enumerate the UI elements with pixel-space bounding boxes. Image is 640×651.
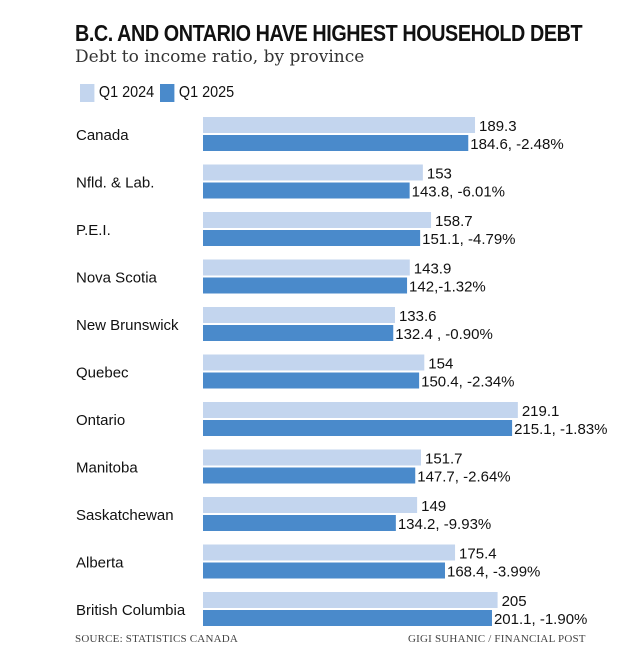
data-label: 147.7, -2.64% (417, 469, 510, 486)
data-label: 154 (428, 356, 453, 373)
bar (203, 610, 492, 626)
bar (203, 230, 421, 246)
data-label: 134.2, -9.93% (398, 516, 491, 533)
bar (203, 515, 396, 531)
data-label: 133.6 (399, 308, 437, 325)
legend-item-q1-2024: Q1 2024 (80, 84, 154, 102)
credit-note: GIGI SUHANIC / FINANCIAL POST (408, 633, 586, 645)
category-label: Ontario (76, 412, 125, 429)
bar (203, 592, 498, 608)
data-label: 151.1, -4.79% (422, 231, 515, 248)
bar (203, 164, 423, 181)
bar (203, 135, 469, 151)
data-label: 215.1, -1.83% (514, 421, 607, 438)
data-label: 201.1, -1.90% (494, 611, 587, 628)
bar (203, 259, 410, 276)
category-label: Canada (76, 127, 129, 144)
data-label: 205 (502, 593, 527, 610)
source-note: SOURCE: STATISTICS CANADA (75, 633, 239, 645)
data-label: 219.1 (522, 403, 560, 420)
chart-subtitle: Debt to income ratio, by province (75, 47, 365, 67)
legend-item-q1-2025: Q1 2025 (160, 84, 234, 102)
category-label: Nova Scotia (76, 270, 158, 287)
category-label: Nfld. & Lab. (76, 175, 154, 192)
data-label: 175.4 (459, 546, 497, 563)
data-label: 142,-1.32% (409, 279, 486, 296)
data-label: 189.3 (479, 118, 517, 135)
bar (203, 182, 410, 199)
legend-label: Q1 2024 (98, 84, 155, 101)
data-label: 184.6, -2.48% (470, 136, 563, 153)
legend-label: Q1 2025 (178, 84, 235, 101)
bar (203, 497, 418, 513)
data-label: 153 (427, 166, 452, 183)
legend-swatch (80, 84, 95, 102)
category-label: Saskatchewan (76, 507, 174, 524)
bar (203, 402, 518, 418)
bar (203, 467, 416, 484)
data-label: 168.4, -3.99% (447, 564, 540, 581)
bar (203, 117, 476, 133)
bar (203, 277, 408, 294)
data-label: 151.7 (425, 451, 463, 468)
data-label: 158.7 (435, 213, 473, 230)
bar (203, 325, 394, 341)
bar (203, 449, 421, 466)
bar (203, 544, 456, 561)
bar (203, 420, 513, 436)
bar (203, 354, 425, 371)
legend-swatch (160, 84, 175, 102)
category-label: Quebec (76, 365, 129, 382)
category-label: Manitoba (76, 460, 138, 477)
bar (203, 562, 445, 579)
category-label: Alberta (76, 555, 124, 572)
data-label: 150.4, -2.34% (421, 374, 514, 391)
bar (203, 212, 432, 228)
category-label: P.E.I. (76, 222, 111, 239)
category-label: New Brunswick (76, 317, 179, 334)
category-label: British Columbia (76, 602, 186, 619)
bar (203, 372, 420, 389)
data-label: 132.4 , -0.90% (395, 326, 493, 343)
data-label: 143.9 (414, 261, 452, 278)
data-label: 149 (421, 498, 446, 515)
chart-title: B.C. AND ONTARIO HAVE HIGHEST HOUSEHOLD … (75, 20, 583, 46)
data-label: 143.8, -6.01% (412, 184, 505, 201)
bar (203, 307, 395, 323)
